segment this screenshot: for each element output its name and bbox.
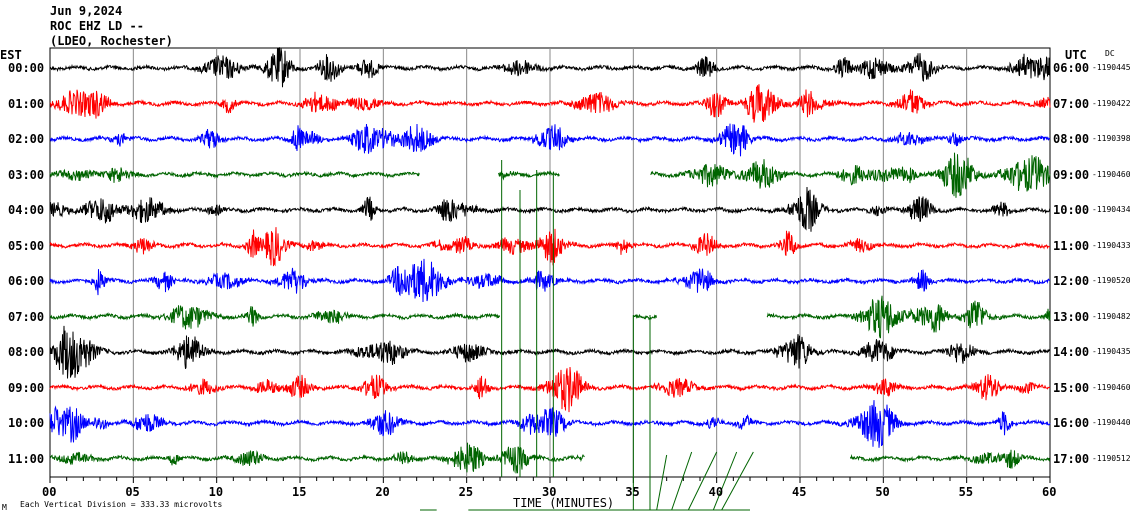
signal-spike <box>721 451 754 511</box>
dc-offset-label: -1190460 <box>1092 169 1130 179</box>
utc-label: 10:00 <box>1053 203 1090 217</box>
utc-label: 12:00 <box>1053 274 1090 288</box>
signal-spike <box>656 454 668 511</box>
header-date: Jun 9,2024 <box>50 4 123 18</box>
x-tick-label: 05 <box>125 485 140 499</box>
x-tick-label: 50 <box>875 485 890 499</box>
x-tick-label: 15 <box>292 485 307 499</box>
x-axis-label: TIME (MINUTES) <box>513 496 615 510</box>
seismic-trace <box>49 152 1051 198</box>
utc-label: 16:00 <box>1053 416 1090 430</box>
utc-label: 11:00 <box>1053 238 1090 253</box>
utc-axis-title: UTC <box>1065 48 1087 62</box>
scale-note: Each Vertical Division = 333.33 microvol… <box>20 500 223 509</box>
est-label: 11:00 <box>8 451 45 466</box>
signal-spike <box>687 451 718 511</box>
seismic-trace <box>49 400 1051 448</box>
seismic-trace <box>49 47 1051 88</box>
utc-label: 08:00 <box>1053 132 1090 146</box>
dc-offset-label: -1190398 <box>1092 134 1130 143</box>
header-station: ROC EHZ LD -- <box>50 19 144 33</box>
est-label: 04:00 <box>8 203 45 217</box>
dc-offset-label: -1190520 <box>1092 276 1130 285</box>
x-tick-label: 20 <box>375 485 390 499</box>
seismic-trace <box>49 186 1051 232</box>
est-label: 09:00 <box>8 380 45 395</box>
seismic-trace <box>49 295 1051 339</box>
signal-spike <box>712 451 738 511</box>
utc-label: 14:00 <box>1053 345 1090 359</box>
utc-label: 13:00 <box>1053 309 1090 324</box>
utc-label: 09:00 <box>1053 167 1090 182</box>
x-tick-label: 35 <box>625 485 640 499</box>
seismic-trace <box>49 442 1051 474</box>
dc-offset-label: -1190482 <box>1092 311 1130 321</box>
utc-label: 06:00 <box>1053 61 1090 75</box>
dc-title: DC <box>1105 49 1115 58</box>
x-tick-label: 00 <box>42 485 57 499</box>
corner-mark: M <box>2 503 7 512</box>
utc-label: 17:00 <box>1053 451 1090 466</box>
seismic-trace <box>49 84 1051 123</box>
dc-offset-label: -1190512 <box>1092 453 1130 463</box>
dc-offset-label: -1190440 <box>1092 418 1130 427</box>
x-tick-label: 30 <box>542 485 557 499</box>
est-label: 03:00 <box>8 167 45 182</box>
est-label: 07:00 <box>8 309 45 324</box>
est-label: 06:00 <box>8 274 45 288</box>
est-label: 10:00 <box>8 416 45 430</box>
x-tick-label: 10 <box>208 485 224 499</box>
utc-label: 07:00 <box>1053 96 1090 111</box>
x-tick-label: 60 <box>1042 485 1057 499</box>
x-tick-label: 45 <box>792 485 807 499</box>
seismic-trace <box>49 366 1051 413</box>
est-axis-title: EST <box>0 48 22 62</box>
dc-offset-label: -1190434 <box>1092 205 1130 214</box>
seismic-trace <box>49 258 1051 303</box>
dc-offset-label: -1190433 <box>1092 240 1130 250</box>
est-label: 05:00 <box>8 238 45 253</box>
signal-spike <box>671 451 693 511</box>
est-label: 00:00 <box>8 61 45 75</box>
dc-offset-label: -1190460 <box>1092 382 1130 392</box>
x-tick-label: 55 <box>958 485 974 499</box>
dc-offset-label: -1190445 <box>1092 63 1130 72</box>
est-label: 08:00 <box>8 345 45 359</box>
est-label: 01:00 <box>8 96 45 111</box>
est-label: 02:00 <box>8 132 45 146</box>
seismic-trace <box>49 123 1051 157</box>
utc-label: 15:00 <box>1053 380 1090 395</box>
dc-offset-label: -1190435 <box>1092 347 1130 356</box>
x-tick-label: 40 <box>708 485 724 499</box>
seismic-trace <box>49 325 1051 379</box>
x-tick-label: 25 <box>458 485 474 499</box>
header-network: (LDEO, Rochester) <box>50 34 173 48</box>
seismic-trace <box>49 227 1050 267</box>
dc-offset-label: -1190422 <box>1092 98 1130 108</box>
